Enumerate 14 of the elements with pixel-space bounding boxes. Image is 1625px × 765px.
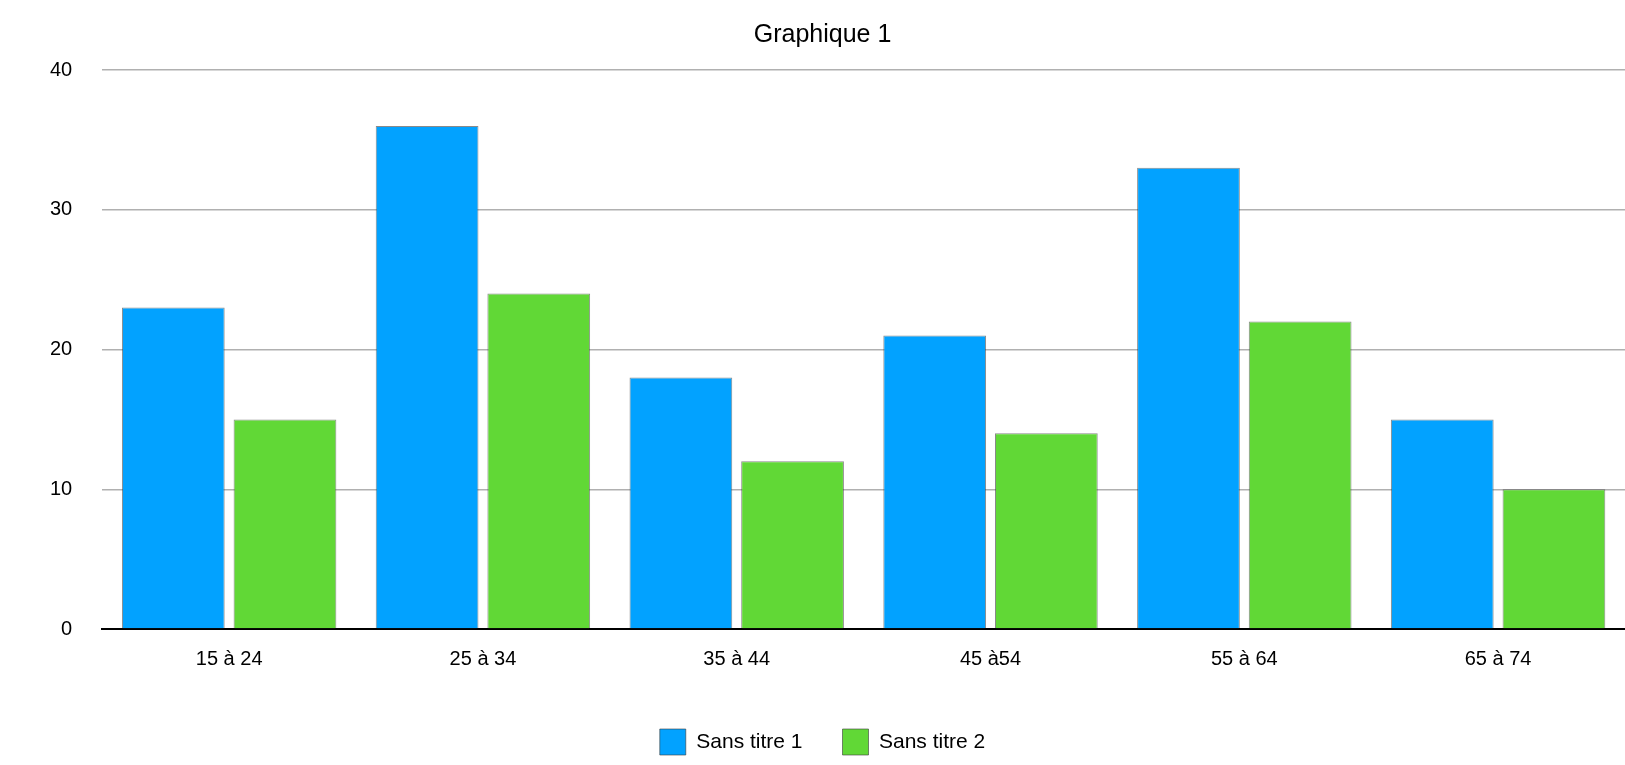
y-tick-label: 40 xyxy=(50,57,73,80)
x-tick-label: 65 à 74 xyxy=(1464,646,1532,669)
x-tick-label: 35 à 44 xyxy=(703,646,771,669)
chart-title: Graphique 1 xyxy=(753,18,892,47)
legend-label: Sans titre 2 xyxy=(879,728,986,752)
legend-label: Sans titre 1 xyxy=(696,728,803,752)
x-tick-label: 15 à 24 xyxy=(195,646,263,669)
y-tick-label: 0 xyxy=(61,616,73,639)
x-tick-label: 45 à54 xyxy=(959,646,1022,669)
x-tick-label: 55 à 64 xyxy=(1210,646,1278,669)
y-tick-label: 30 xyxy=(50,197,73,220)
y-tick-label: 20 xyxy=(50,337,73,360)
x-tick-label: 25 à 34 xyxy=(449,646,517,669)
y-tick-label: 10 xyxy=(50,476,73,499)
